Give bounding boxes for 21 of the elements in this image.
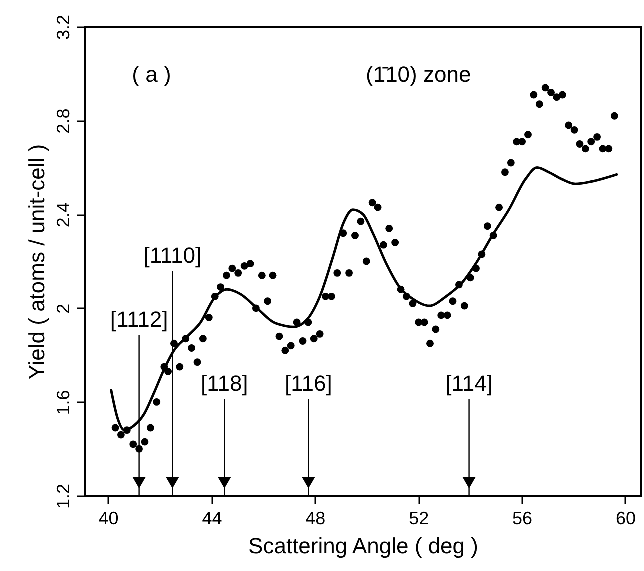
y-tick-label: 1.2 [54, 484, 74, 510]
y-tick-label: 2.4 [54, 202, 74, 228]
x-tick-label: 56 [512, 508, 533, 528]
annotation: [116] [285, 371, 332, 396]
annotation: [114] [446, 371, 493, 396]
x-tick-label: 44 [202, 508, 222, 528]
annotation: ( a ) [132, 62, 172, 87]
annotation: [118] [200, 371, 248, 396]
y-tick-label: 1.6 [54, 390, 74, 416]
annotation: [1110] [144, 243, 202, 268]
annotation: (1̄10) zone [366, 62, 472, 87]
y-tick-label: 2.8 [54, 108, 74, 134]
x-tick-label: 52 [409, 508, 430, 528]
x-tick-label: 48 [306, 508, 326, 528]
x-tick-label: 40 [98, 508, 119, 528]
x-tick-label: 60 [616, 508, 636, 528]
annotation: [1112] [110, 307, 168, 332]
y-tick-label: 3.2 [54, 14, 74, 40]
x-axis-title: Scattering Angle ( deg ) [248, 534, 478, 558]
y-tick-label: 2 [54, 304, 74, 314]
y-axis-title: Yield ( atoms / unit-cell ) [24, 144, 50, 380]
